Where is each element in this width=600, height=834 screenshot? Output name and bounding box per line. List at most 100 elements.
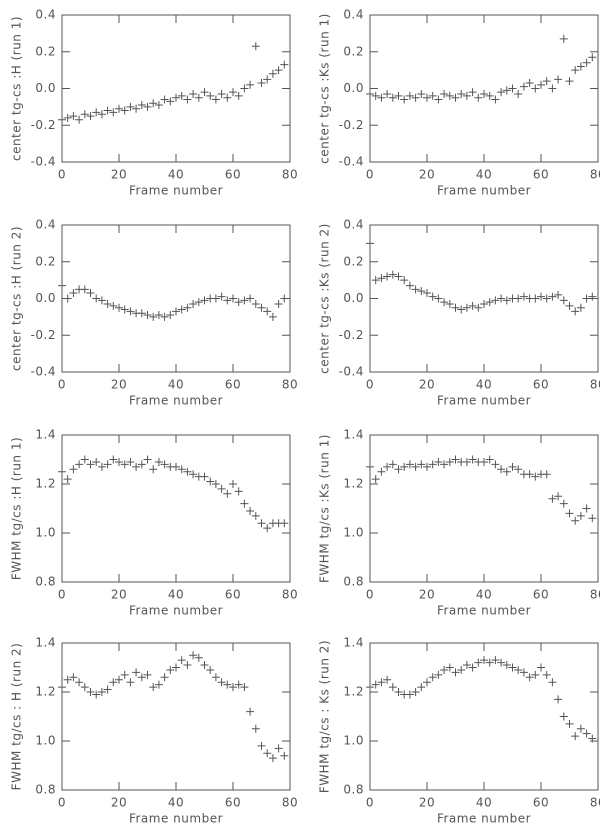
y-axis-label: center tg-cs :H (run 2) (10, 226, 24, 371)
point (274, 300, 283, 309)
y-axis-label: center tg-cs :H (run 1) (10, 16, 24, 161)
point (274, 744, 283, 753)
y-tick-label: 1.4 (35, 636, 56, 650)
x-tick-label: 40 (168, 378, 184, 392)
point (280, 751, 289, 760)
point (394, 688, 403, 696)
point (86, 460, 95, 469)
point (80, 683, 89, 692)
x-tick-label: 40 (476, 168, 492, 182)
point (177, 465, 186, 474)
point (411, 93, 420, 102)
point (491, 656, 500, 665)
point (491, 460, 500, 469)
point (263, 749, 272, 758)
point (480, 457, 488, 466)
point (440, 460, 449, 469)
point (137, 309, 146, 318)
point (434, 457, 443, 466)
y-axis-label: FWHM tg/cs : H (run 2) (10, 643, 24, 791)
x-tick-label: 80 (590, 378, 600, 392)
y-tick-label: 1.0 (35, 526, 56, 540)
point (183, 303, 192, 312)
point (411, 285, 420, 294)
x-tick-label: 0 (58, 796, 66, 810)
x-tick-label: 20 (419, 588, 435, 602)
point (531, 84, 540, 93)
point (120, 670, 129, 679)
point (263, 75, 272, 84)
point (109, 108, 118, 117)
point (366, 462, 374, 471)
point (92, 690, 101, 699)
x-tick-label: 40 (168, 588, 184, 602)
point (559, 296, 568, 305)
point (514, 90, 523, 99)
y-tick-label: 0.8 (35, 575, 56, 589)
point (423, 288, 431, 297)
point (383, 90, 392, 99)
point (234, 91, 243, 100)
point (211, 294, 220, 303)
x-tick-label: 40 (476, 796, 492, 810)
point (126, 307, 135, 316)
point (172, 93, 180, 102)
point (257, 303, 266, 312)
y-tick-label: 1.2 (343, 477, 364, 491)
point (542, 470, 551, 479)
point (206, 477, 215, 486)
point (189, 300, 198, 309)
point (377, 274, 386, 283)
point (172, 663, 180, 672)
point (280, 60, 289, 69)
x-tick-label: 80 (590, 588, 600, 602)
x-axis-label: Frame number (437, 184, 531, 198)
x-tick-label: 0 (366, 796, 374, 810)
point (246, 506, 255, 515)
point (251, 42, 260, 51)
point (194, 653, 203, 662)
y-tick-label: -0.2 (31, 328, 56, 342)
point (405, 460, 414, 469)
x-tick-label: 40 (476, 378, 492, 392)
point (137, 673, 146, 682)
point (514, 665, 523, 674)
y-tick-label: -0.4 (31, 365, 56, 379)
point (485, 455, 494, 464)
point (571, 516, 580, 525)
point (417, 90, 426, 99)
point (58, 281, 66, 290)
point (280, 519, 289, 528)
point (234, 298, 243, 307)
x-axis-label: Frame number (129, 812, 223, 826)
x-tick-label: 80 (282, 378, 298, 392)
point (508, 663, 517, 672)
point (405, 690, 414, 699)
point (154, 680, 163, 689)
point (485, 91, 494, 100)
point (440, 665, 449, 674)
point (115, 104, 123, 113)
point (149, 312, 158, 321)
point (240, 84, 249, 93)
point (451, 668, 460, 677)
point (559, 499, 568, 508)
point (257, 741, 266, 750)
point (423, 678, 431, 687)
y-axis-label: FWHM tg/cs :H (run 1) (10, 437, 24, 580)
y-tick-label: -0.2 (31, 118, 56, 132)
point (160, 460, 169, 469)
point (137, 460, 146, 469)
point (428, 292, 437, 301)
point (445, 300, 454, 309)
plot-frame (61, 14, 291, 163)
y-tick-label: -0.2 (339, 118, 364, 132)
point (58, 467, 66, 476)
point (508, 84, 517, 93)
x-tick-label: 80 (590, 796, 600, 810)
point (63, 294, 72, 303)
point (383, 462, 392, 471)
x-tick-label: 20 (419, 168, 435, 182)
point (394, 91, 403, 100)
